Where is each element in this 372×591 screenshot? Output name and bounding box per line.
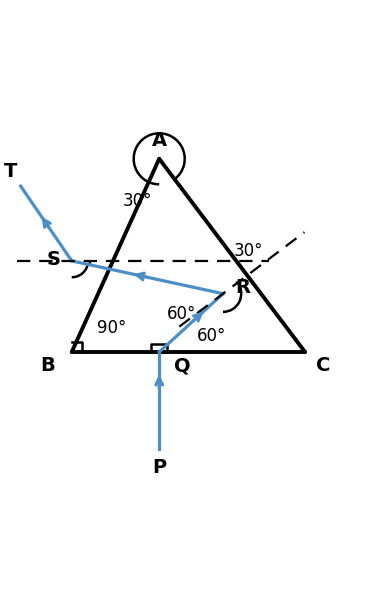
Text: R: R [236,278,251,297]
Text: 60°: 60° [166,305,196,323]
Text: S: S [47,249,61,268]
Text: 90°: 90° [97,319,126,337]
Text: C: C [316,356,330,375]
Text: 30°: 30° [234,242,263,259]
Text: B: B [41,356,55,375]
Text: 30°: 30° [123,191,152,210]
Text: P: P [152,457,166,477]
Text: A: A [152,131,167,150]
Text: Q: Q [174,356,190,375]
Text: T: T [4,162,17,181]
Text: 60°: 60° [198,327,227,345]
